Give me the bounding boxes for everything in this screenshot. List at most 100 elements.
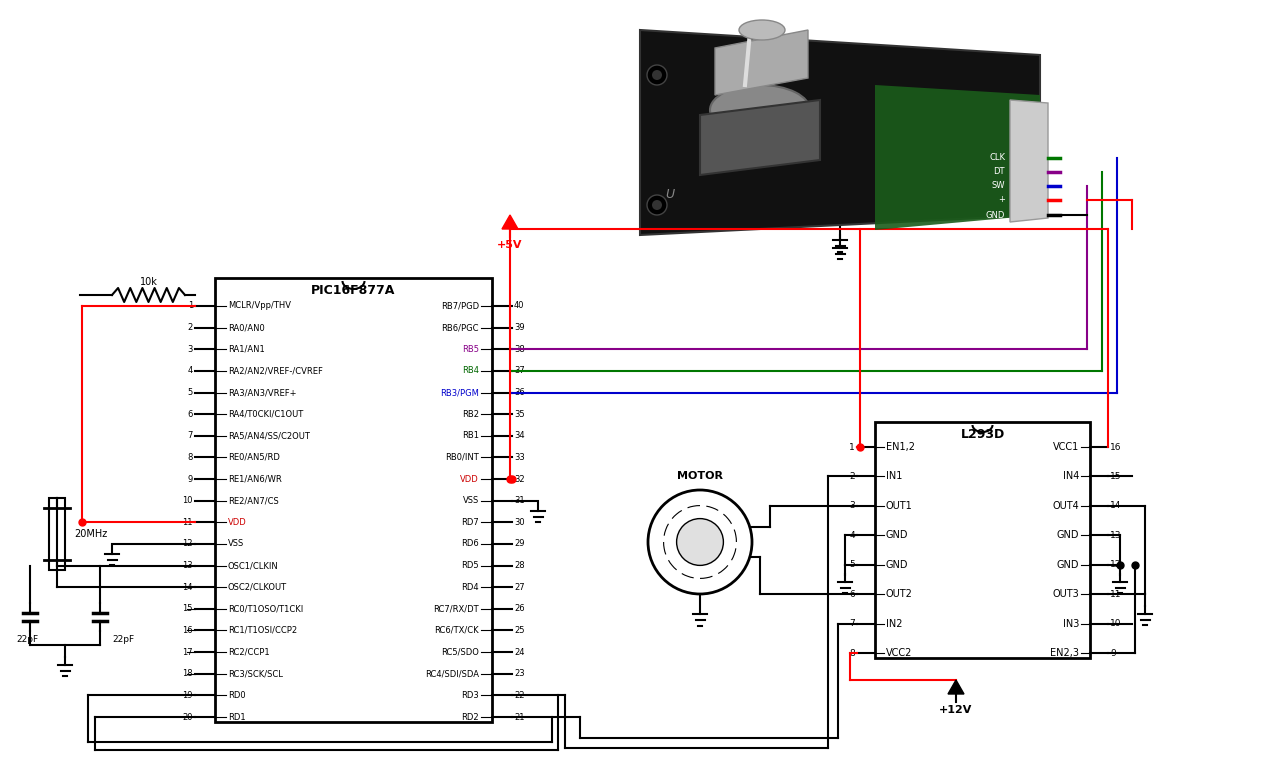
Text: 16: 16 (183, 626, 193, 635)
Text: 10: 10 (1111, 619, 1122, 628)
Text: 14: 14 (1111, 502, 1122, 511)
Text: 7: 7 (849, 619, 854, 628)
Text: 6: 6 (188, 410, 193, 419)
Text: VDD: VDD (461, 474, 480, 483)
Text: 12: 12 (183, 540, 193, 549)
Text: OUT3: OUT3 (1053, 589, 1079, 599)
Text: RA5/AN4/SS/C2OUT: RA5/AN4/SS/C2OUT (228, 431, 310, 440)
Text: RA2/AN2/VREF-/CVREF: RA2/AN2/VREF-/CVREF (228, 366, 323, 375)
Text: 18: 18 (183, 670, 193, 678)
Text: 2: 2 (188, 323, 193, 332)
Text: 13: 13 (1111, 530, 1122, 540)
Text: 23: 23 (514, 670, 525, 678)
Text: RB2: RB2 (462, 410, 480, 419)
Text: RB4: RB4 (462, 366, 480, 375)
Bar (875, 422, 1090, 658)
Text: RD4: RD4 (462, 583, 480, 592)
Text: EN2,3: EN2,3 (1050, 648, 1079, 658)
Text: U: U (665, 188, 675, 201)
Text: 13: 13 (183, 561, 193, 570)
Text: RD6: RD6 (461, 540, 480, 549)
Text: 35: 35 (514, 410, 525, 419)
Polygon shape (640, 30, 1040, 235)
Text: 32: 32 (514, 474, 525, 483)
Text: OSC2/CLKOUT: OSC2/CLKOUT (228, 583, 288, 592)
Text: 5: 5 (188, 388, 193, 397)
Circle shape (647, 65, 668, 85)
Text: RB3/PGM: RB3/PGM (440, 388, 480, 397)
Ellipse shape (711, 85, 810, 135)
Text: RD0: RD0 (228, 691, 246, 700)
Text: 10k: 10k (140, 277, 158, 287)
Ellipse shape (740, 20, 785, 40)
Text: RC7/RX/DT: RC7/RX/DT (433, 604, 480, 613)
Text: 12: 12 (1111, 560, 1122, 569)
Text: 8: 8 (849, 648, 854, 657)
Text: RB7/PGD: RB7/PGD (440, 302, 480, 311)
Text: RA4/T0CKI/C1OUT: RA4/T0CKI/C1OUT (228, 410, 303, 419)
Text: 7: 7 (188, 431, 193, 440)
Text: 4: 4 (188, 366, 193, 375)
Text: RC2/CCP1: RC2/CCP1 (228, 648, 270, 657)
Text: 15: 15 (183, 604, 193, 613)
Text: 3: 3 (849, 502, 854, 511)
Text: GND: GND (1056, 559, 1079, 570)
Circle shape (647, 195, 668, 215)
Bar (49, 498, 66, 570)
Text: PIC16F877A: PIC16F877A (312, 284, 396, 297)
Text: GND: GND (1056, 530, 1079, 540)
Text: 26: 26 (514, 604, 525, 613)
Text: EN1,2: EN1,2 (886, 442, 915, 452)
Text: RE0/AN5/RD: RE0/AN5/RD (228, 453, 280, 462)
Polygon shape (700, 100, 820, 175)
Text: DT: DT (993, 167, 1005, 176)
Circle shape (652, 200, 663, 210)
Text: 29: 29 (514, 540, 525, 549)
Text: 2: 2 (849, 472, 854, 481)
Text: 34: 34 (514, 431, 525, 440)
Text: RD3: RD3 (461, 691, 480, 700)
Polygon shape (502, 215, 517, 229)
Text: CLK: CLK (989, 154, 1005, 163)
Text: 6: 6 (849, 590, 854, 599)
Text: 9: 9 (188, 474, 193, 483)
Text: 36: 36 (514, 388, 525, 397)
Text: SW: SW (992, 182, 1005, 191)
Text: 9: 9 (1111, 648, 1116, 657)
Text: 11: 11 (1111, 590, 1122, 599)
Text: 4: 4 (849, 530, 854, 540)
Text: +5V: +5V (497, 240, 522, 250)
Text: IN1: IN1 (886, 471, 902, 481)
Text: IN2: IN2 (886, 619, 902, 629)
Text: RB6/PGC: RB6/PGC (442, 323, 480, 332)
Polygon shape (948, 680, 964, 694)
Text: 8: 8 (188, 453, 193, 462)
Text: RC1/T1OSI/CCP2: RC1/T1OSI/CCP2 (228, 626, 297, 635)
Text: OSC1/CLKIN: OSC1/CLKIN (228, 561, 279, 570)
Text: RD2: RD2 (462, 713, 480, 721)
Text: 20MHz: 20MHz (74, 529, 107, 539)
Text: 22pF: 22pF (16, 635, 38, 644)
Text: RE2/AN7/CS: RE2/AN7/CS (228, 496, 279, 505)
Text: 17: 17 (183, 648, 193, 657)
Text: 3: 3 (188, 345, 193, 353)
Polygon shape (716, 30, 808, 95)
Text: RE1/AN6/WR: RE1/AN6/WR (228, 474, 281, 483)
Circle shape (647, 490, 752, 594)
Text: RD7: RD7 (461, 518, 480, 527)
Text: RD5: RD5 (462, 561, 480, 570)
Text: L293D: L293D (960, 427, 1005, 441)
Text: 39: 39 (514, 323, 525, 332)
Text: 37: 37 (514, 366, 525, 375)
Text: VSS: VSS (463, 496, 480, 505)
Text: RB5: RB5 (462, 345, 480, 353)
Text: 10: 10 (183, 496, 193, 505)
Text: 11: 11 (183, 518, 193, 527)
Text: 1: 1 (849, 442, 854, 451)
Text: 27: 27 (514, 583, 525, 592)
Text: 24: 24 (514, 648, 525, 657)
Text: 22: 22 (514, 691, 525, 700)
Text: 40: 40 (514, 302, 525, 311)
Text: 19: 19 (183, 691, 193, 700)
Text: 5: 5 (849, 560, 854, 569)
